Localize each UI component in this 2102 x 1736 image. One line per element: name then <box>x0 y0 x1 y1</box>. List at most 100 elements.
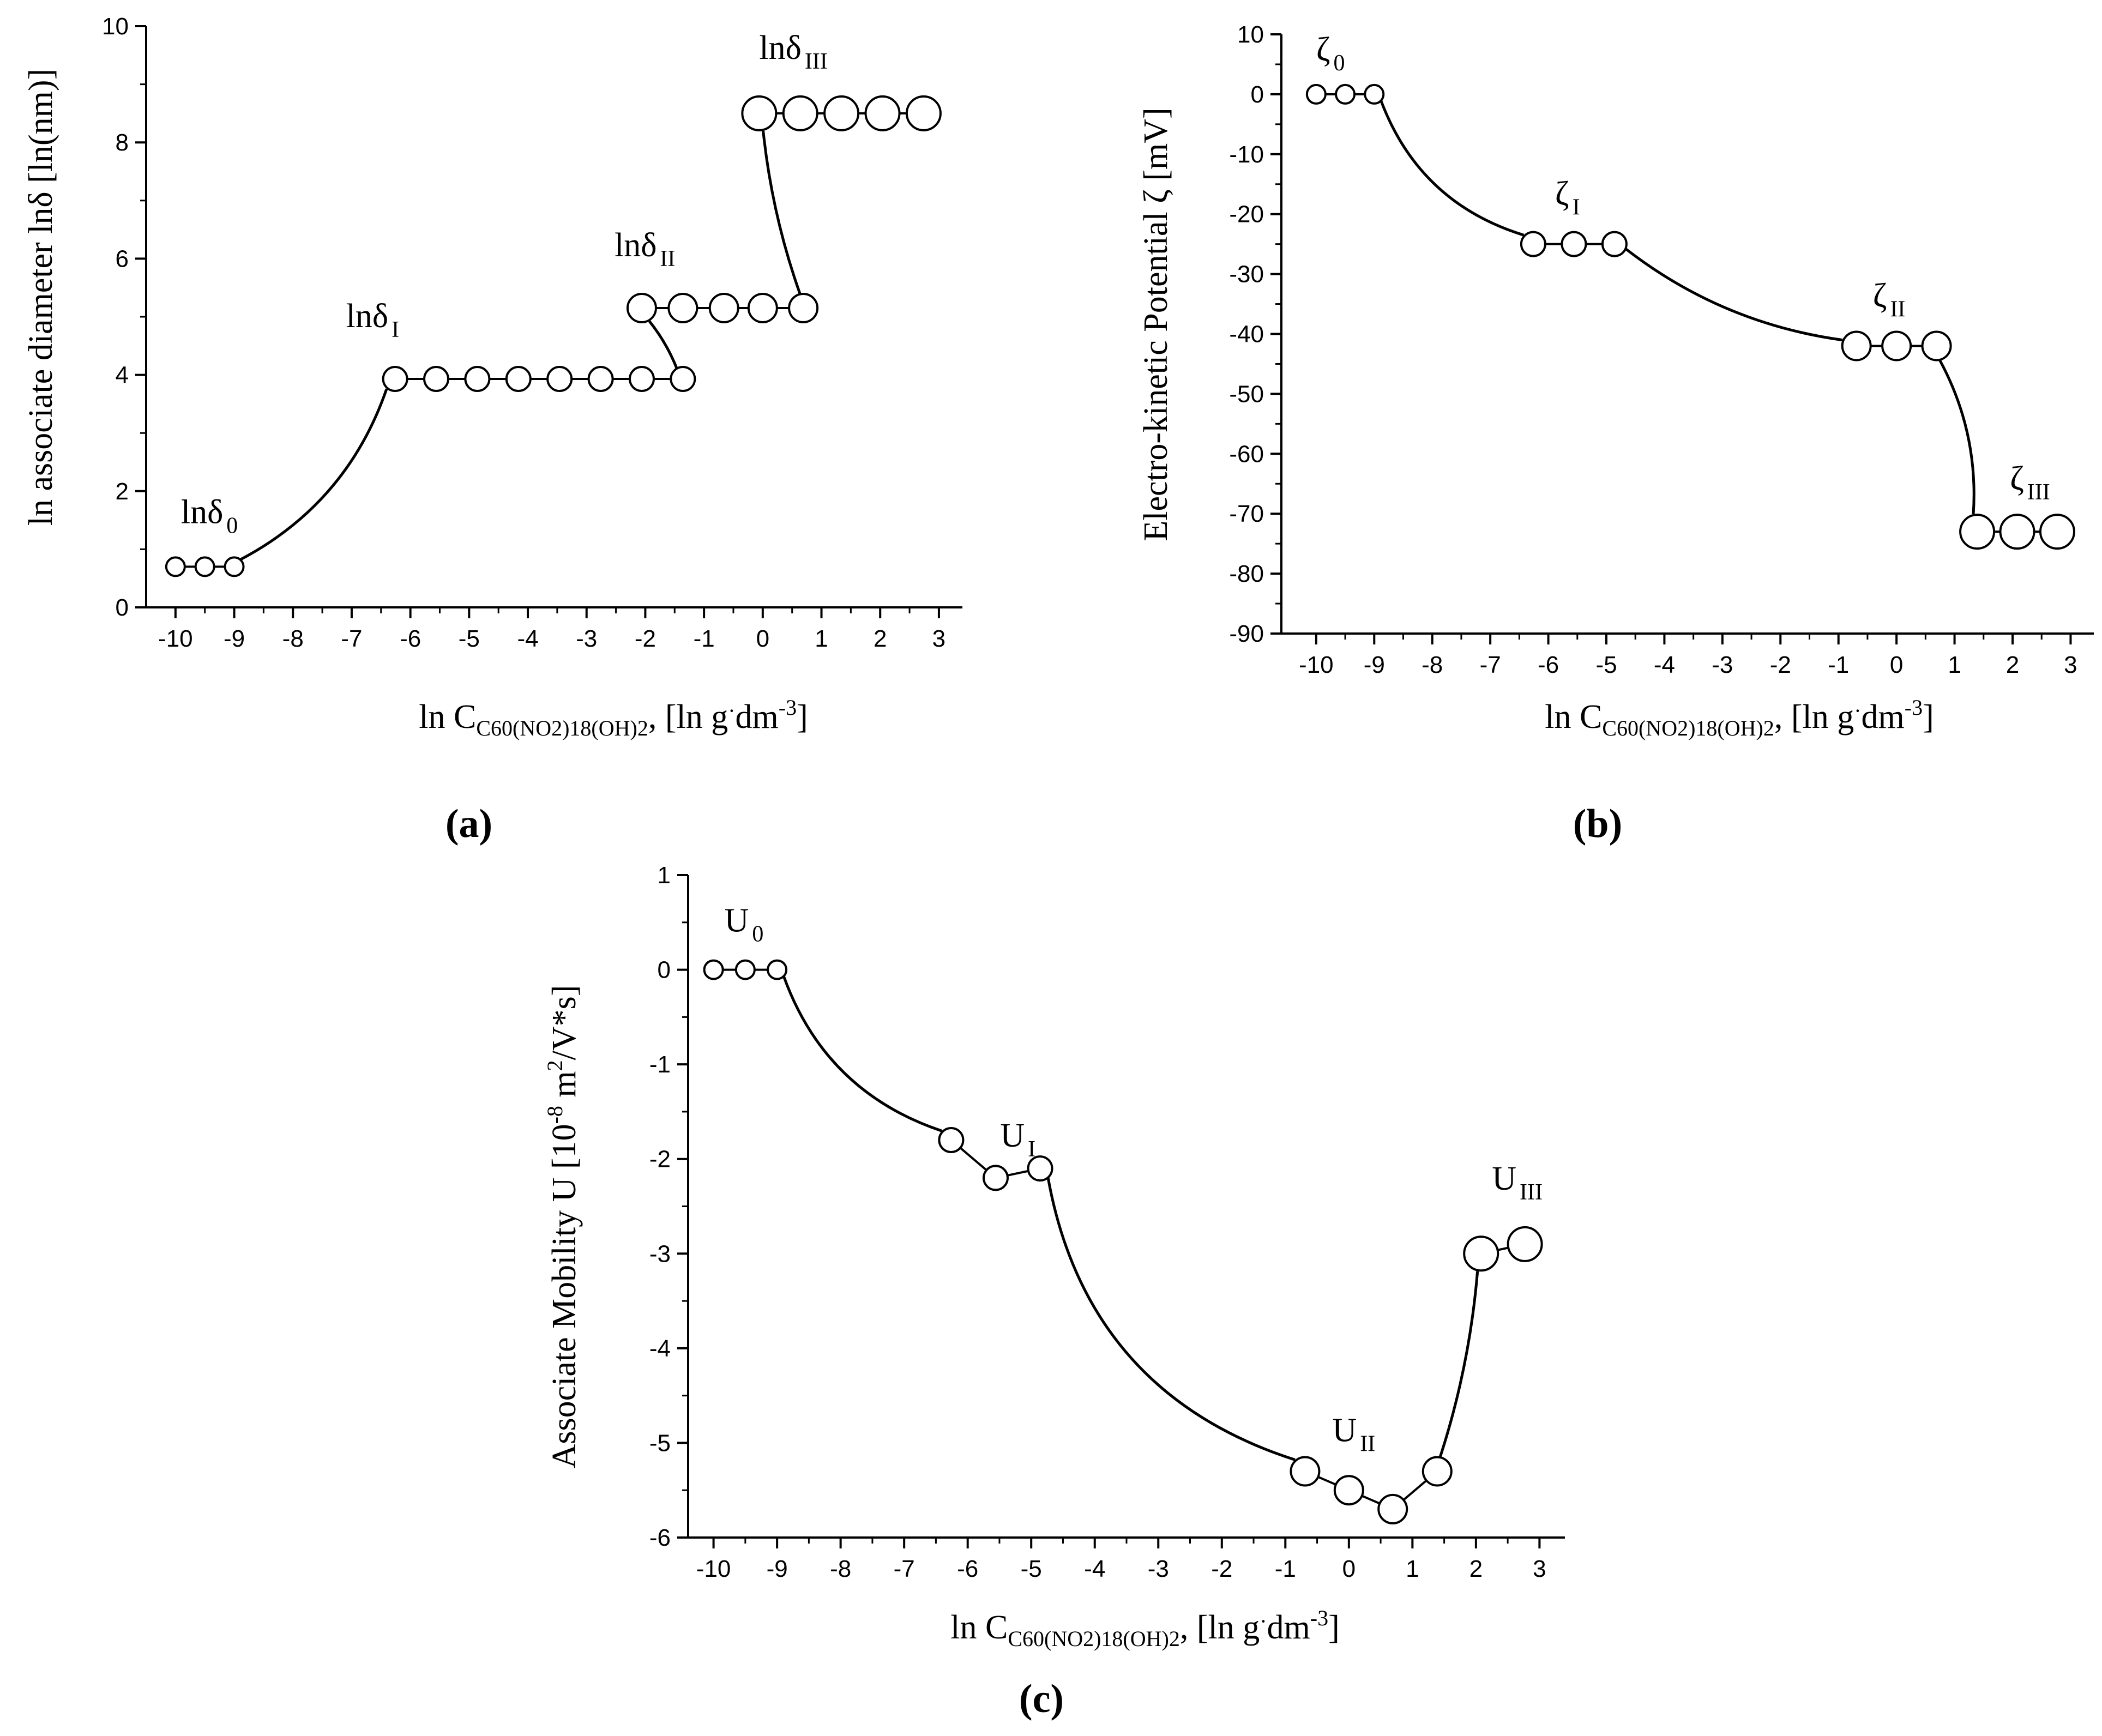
x-tick-label: -7 <box>341 625 362 652</box>
x-tick-label: -9 <box>767 1556 788 1582</box>
x-axis-title-a: ln CC60(NO2)18(OH)2, [ln g·dm-3] <box>419 695 808 740</box>
x-tick-label: -2 <box>1770 652 1791 678</box>
group-label: ζ III <box>2010 460 2050 505</box>
transition-arrow <box>762 130 802 295</box>
x-tick-label: 2 <box>874 625 887 652</box>
chart-panel-a: (a) ln associate diameter lnδ [ln(nm)] l… <box>22 13 962 846</box>
data-point <box>626 293 657 324</box>
data-point <box>1520 231 1546 257</box>
data-point <box>864 95 901 131</box>
x-tick-label: -5 <box>459 625 480 652</box>
data-point <box>464 366 491 393</box>
data-point <box>1377 1493 1408 1524</box>
data-point <box>1507 1226 1543 1262</box>
data-point <box>224 556 245 577</box>
x-tick-label: -3 <box>1712 652 1733 678</box>
data-point <box>1999 514 2035 550</box>
data-point <box>1881 330 1912 361</box>
y-tick-label: 2 <box>116 478 129 505</box>
data-point <box>1364 83 1385 105</box>
group-label: U III <box>1492 1160 1543 1205</box>
panel-label-a: (a) <box>445 801 492 846</box>
y-tick-label: 8 <box>116 129 129 156</box>
x-tick-label: -2 <box>635 625 656 652</box>
x-tick-label: 2 <box>2006 652 2019 678</box>
x-tick-label: -6 <box>400 625 421 652</box>
y-tick-label: 1 <box>658 862 671 889</box>
group-label: lnδ III <box>759 29 827 74</box>
x-tick-label: -7 <box>1480 652 1501 678</box>
y-tick-label: -60 <box>1229 441 1264 467</box>
y-tick-label: -30 <box>1229 261 1264 288</box>
transition-arrow <box>1046 1177 1296 1461</box>
data-point <box>741 95 778 131</box>
x-tick-label: -6 <box>1538 652 1559 678</box>
y-tick-label: 10 <box>1237 21 1264 48</box>
y-tick-label: -3 <box>649 1240 671 1267</box>
data-point <box>546 366 573 393</box>
data-point <box>194 556 215 577</box>
transition-arrow <box>1624 248 1843 342</box>
data-point <box>747 293 778 324</box>
data-point <box>1333 1475 1364 1506</box>
data-point <box>905 95 942 131</box>
y-tick-label: -1 <box>649 1051 671 1078</box>
panel-label-b: (b) <box>1573 801 1622 846</box>
x-tick-label: -1 <box>1275 1556 1296 1582</box>
x-tick-label: -2 <box>1211 1556 1232 1582</box>
data-point <box>628 366 655 393</box>
data-point <box>734 959 756 980</box>
x-tick-label: -5 <box>1595 652 1617 678</box>
transition-arrow <box>1380 100 1525 237</box>
x-tick-label: -8 <box>1422 652 1443 678</box>
x-tick-label: -1 <box>694 625 715 652</box>
data-point <box>782 95 818 131</box>
group-label: ζ II <box>1873 277 1906 322</box>
x-tick-label: -8 <box>830 1556 851 1582</box>
transition-arrow <box>648 320 678 369</box>
data-point <box>788 293 819 324</box>
y-tick-label: -10 <box>1229 141 1264 168</box>
data-point <box>703 959 724 980</box>
x-tick-label: -3 <box>1148 1556 1169 1582</box>
x-tick-label: 1 <box>1948 652 1961 678</box>
data-point <box>2039 514 2075 550</box>
data-point <box>1027 1155 1053 1182</box>
data-point <box>982 1165 1009 1191</box>
x-tick-label: -4 <box>1084 1556 1105 1582</box>
y-tick-label: -2 <box>649 1146 671 1173</box>
data-point <box>1921 330 1952 361</box>
x-axis-title-b: ln CC60(NO2)18(OH)2, [ln g·dm-3] <box>1545 695 1934 740</box>
group-label: U II <box>1332 1412 1375 1457</box>
data-point <box>165 556 186 577</box>
x-tick-label: -5 <box>1021 1556 1042 1582</box>
transition-arrow <box>239 388 388 561</box>
x-tick-label: -9 <box>224 625 245 652</box>
y-tick-label: -4 <box>649 1335 671 1362</box>
y-tick-label: 0 <box>1251 81 1264 108</box>
data-point <box>708 293 739 324</box>
panel-label-c: (c) <box>1019 1677 1064 1721</box>
data-point <box>1290 1456 1321 1487</box>
data-point <box>1561 231 1587 257</box>
y-tick-label: -40 <box>1229 321 1264 348</box>
x-tick-label: 3 <box>1533 1556 1546 1582</box>
data-point <box>505 366 532 393</box>
x-tick-label: 1 <box>815 625 828 652</box>
data-point <box>667 293 698 324</box>
data-point <box>423 366 450 393</box>
x-tick-label: 0 <box>756 625 769 652</box>
y-tick-label: 0 <box>658 957 671 984</box>
x-tick-label: 2 <box>1469 1556 1483 1582</box>
y-tick-label: -80 <box>1229 560 1264 587</box>
transition-arrow <box>1938 359 1975 515</box>
x-tick-label: -3 <box>576 625 597 652</box>
x-tick-label: 3 <box>932 625 945 652</box>
x-tick-label: -10 <box>158 625 193 652</box>
x-tick-label: 1 <box>1406 1556 1419 1582</box>
